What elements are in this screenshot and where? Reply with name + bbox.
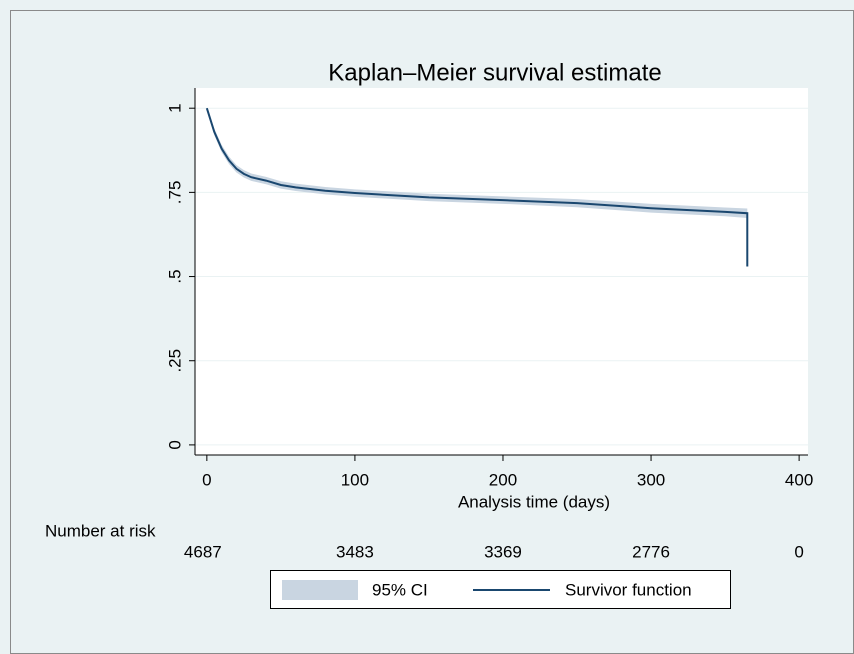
legend-label: 95% CI xyxy=(372,580,428,599)
plot-region xyxy=(195,88,808,455)
y-tick-label: .5 xyxy=(165,269,184,283)
risk-count: 0 xyxy=(794,542,803,561)
legend-swatch xyxy=(282,580,358,600)
risk-count: 4687 xyxy=(184,542,222,561)
legend-label: Survivor function xyxy=(565,580,692,599)
x-tick-label: 400 xyxy=(785,470,813,489)
risk-count: 2776 xyxy=(632,542,670,561)
y-tick-label: 0 xyxy=(165,440,184,449)
risk-label: Number at risk xyxy=(45,521,156,540)
y-tick-label: .25 xyxy=(165,349,184,373)
x-tick-label: 0 xyxy=(202,470,211,489)
risk-count: 3483 xyxy=(336,542,374,561)
x-tick-label: 300 xyxy=(637,470,665,489)
chart-title: Kaplan–Meier survival estimate xyxy=(328,59,661,86)
y-tick-label: .75 xyxy=(165,181,184,205)
survivor-line xyxy=(205,107,749,267)
risk-count: 3369 xyxy=(484,542,522,561)
x-axis-label: Analysis time (days) xyxy=(458,492,610,511)
y-tick-label: 1 xyxy=(165,103,184,112)
x-tick-label: 200 xyxy=(489,470,517,489)
x-tick-label: 100 xyxy=(341,470,369,489)
